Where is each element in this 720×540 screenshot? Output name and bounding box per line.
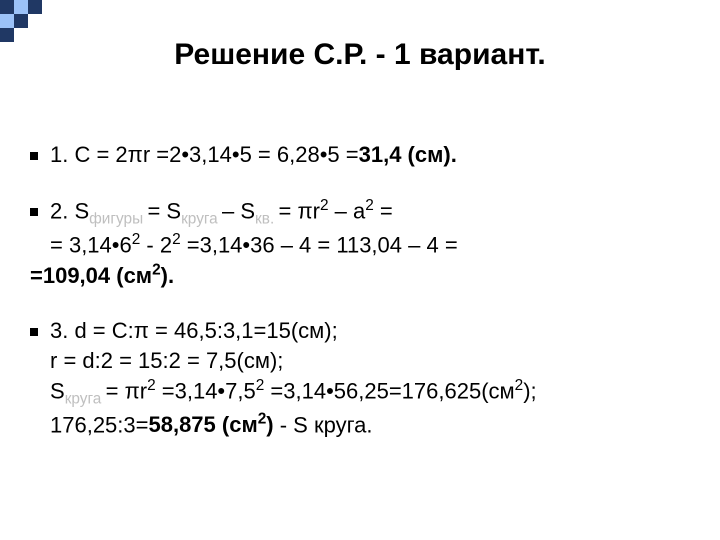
deco-square bbox=[0, 0, 14, 14]
problem-1-text: 1. С = 2πr =2•3,14•5 = 6,28•5 =31,4 (см)… bbox=[50, 140, 700, 170]
problem-1: 1. С = 2πr =2•3,14•5 = 6,28•5 =31,4 (см)… bbox=[30, 140, 700, 170]
corner-decoration bbox=[0, 0, 42, 42]
bullet-icon bbox=[30, 208, 38, 216]
problem-2-result: =109,04 (см2). bbox=[30, 260, 700, 290]
slide-body: 1. С = 2πr =2•3,14•5 = 6,28•5 =31,4 (см)… bbox=[30, 140, 700, 440]
problem-2-text: 2. Sфигуры = Sкруга – Sкв. = πr2 – a2 = … bbox=[50, 196, 700, 261]
deco-square bbox=[28, 0, 42, 14]
bullet-icon bbox=[30, 328, 38, 336]
deco-square bbox=[14, 14, 28, 28]
deco-square bbox=[0, 14, 14, 28]
problem-3-text: 3. d = С:π = 46,5:3,1=15(см); r = d:2 = … bbox=[50, 316, 700, 440]
problem-3: 3. d = С:π = 46,5:3,1=15(см); r = d:2 = … bbox=[30, 316, 700, 440]
bullet-icon bbox=[30, 152, 38, 160]
slide-title: Решение С.Р. - 1 вариант. bbox=[0, 38, 720, 72]
deco-square bbox=[28, 14, 42, 28]
deco-square bbox=[14, 0, 28, 14]
problem-2: 2. Sфигуры = Sкруга – Sкв. = πr2 – a2 = … bbox=[30, 196, 700, 261]
